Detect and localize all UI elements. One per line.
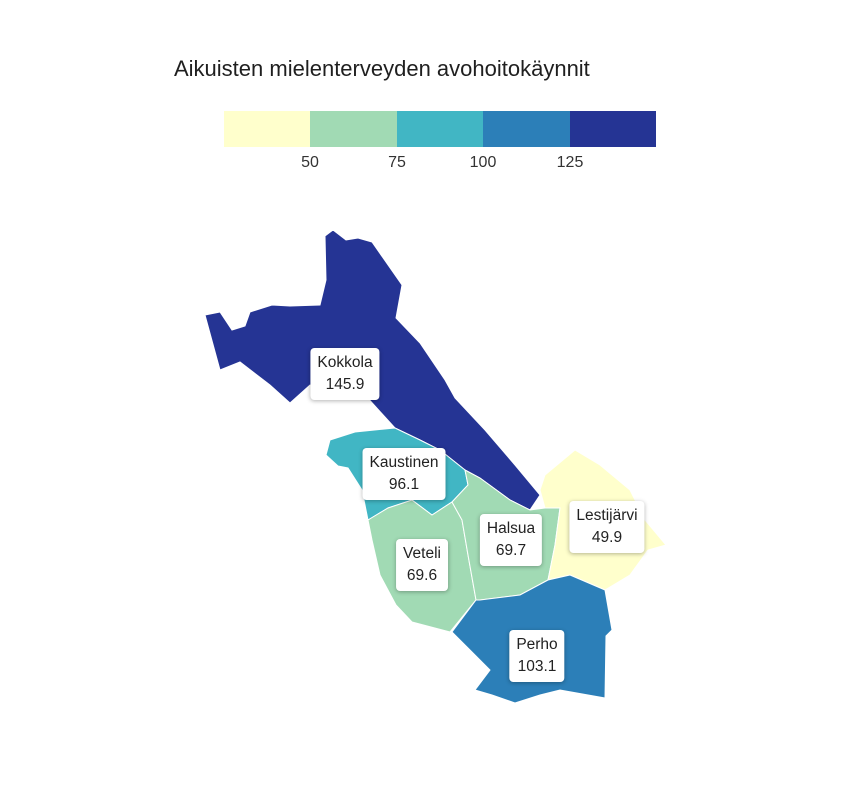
region-name: Kokkola	[317, 354, 373, 371]
region-name: Perho	[516, 636, 558, 653]
region-name: Veteli	[403, 545, 441, 562]
map-title: Aikuisten mielenterveyden avohoitokäynni…	[174, 56, 590, 81]
legend-swatch-4	[483, 111, 570, 147]
region-name: Lestijärvi	[576, 507, 638, 524]
legend-swatch-3	[396, 111, 484, 147]
color-legend	[224, 111, 657, 147]
legend-tick: 100	[469, 154, 497, 171]
label-kaustinen: Kaustinen 96.1	[362, 448, 446, 500]
region-value: 69.6	[406, 567, 438, 584]
label-lestijarvi: Lestijärvi 49.9	[569, 501, 645, 553]
region-value: 145.9	[325, 376, 365, 393]
region-value: 103.1	[517, 658, 557, 675]
region-value: 49.9	[591, 529, 623, 546]
legend-tick: 75	[388, 154, 406, 171]
region-name: Halsua	[486, 520, 536, 537]
region-value: 69.7	[495, 542, 527, 559]
legend-tick: 50	[301, 154, 319, 171]
region-value: 96.1	[388, 476, 420, 493]
region-name: Kaustinen	[369, 454, 439, 471]
legend-tick: 125	[556, 154, 584, 171]
label-veteli: Veteli 69.6	[396, 539, 448, 591]
legend-swatch-1	[224, 111, 311, 147]
label-perho: Perho 103.1	[509, 630, 565, 682]
label-kokkola: Kokkola 145.9	[310, 348, 380, 400]
label-halsua: Halsua 69.7	[479, 514, 543, 566]
legend-swatch-2	[310, 111, 397, 147]
legend-swatch-5	[569, 111, 657, 147]
